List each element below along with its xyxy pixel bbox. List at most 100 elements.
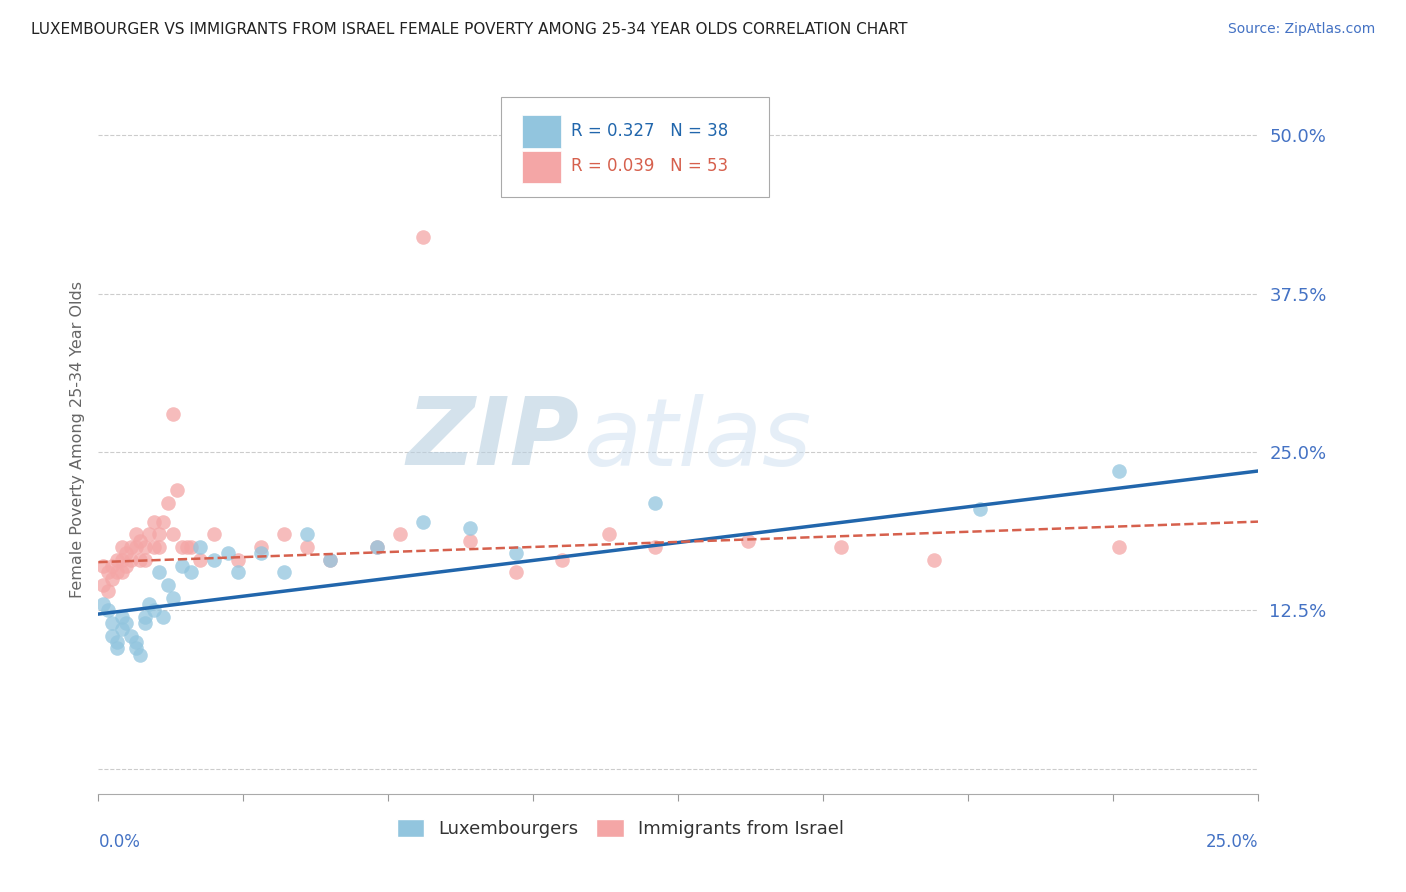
Point: [120, 629, 142, 643]
Legend: Luxembourgers, Immigrants from Israel: Luxembourgers, Immigrants from Israel: [389, 812, 851, 845]
Point: [105, 552, 128, 566]
Point: [250, 540, 273, 554]
Point: [111, 609, 132, 624]
Point: [129, 552, 152, 566]
Text: LUXEMBOURGER VS IMMIGRANTS FROM ISRAEL FEMALE POVERTY AMONG 25-34 YEAR OLDS CORR: LUXEMBOURGER VS IMMIGRANTS FROM ISRAEL F…: [31, 22, 907, 37]
Point: [101, 572, 124, 586]
Point: [458, 521, 481, 535]
Point: [148, 527, 170, 541]
Point: [134, 552, 156, 566]
Point: [101, 629, 124, 643]
Text: Source: ZipAtlas.com: Source: ZipAtlas.com: [1227, 22, 1375, 37]
Point: [143, 603, 166, 617]
Point: [162, 527, 184, 541]
Point: [505, 566, 527, 580]
Text: R = 0.327   N = 38: R = 0.327 N = 38: [571, 122, 728, 140]
Point: [969, 502, 991, 516]
Point: [830, 540, 852, 554]
Point: [412, 229, 434, 244]
Point: [111, 540, 132, 554]
Point: [120, 540, 142, 554]
Point: [366, 540, 388, 554]
Point: [148, 540, 170, 554]
Point: [105, 641, 128, 656]
Point: [138, 597, 160, 611]
Point: [111, 566, 132, 580]
Point: [97, 603, 120, 617]
Point: [644, 495, 666, 509]
Point: [1108, 464, 1130, 478]
Text: 25.0%: 25.0%: [1206, 833, 1258, 851]
Point: [152, 515, 174, 529]
Point: [190, 552, 212, 566]
Point: [166, 483, 188, 497]
Point: [1108, 540, 1130, 554]
Point: [157, 578, 180, 592]
Point: [319, 552, 342, 566]
Text: R = 0.039   N = 53: R = 0.039 N = 53: [571, 157, 728, 176]
Point: [134, 615, 156, 630]
Point: [138, 527, 160, 541]
Point: [120, 552, 142, 566]
Point: [143, 515, 166, 529]
Point: [152, 609, 174, 624]
Point: [505, 546, 527, 560]
Point: [250, 546, 273, 560]
Point: [129, 533, 152, 548]
Point: [226, 552, 249, 566]
FancyBboxPatch shape: [522, 151, 561, 184]
Point: [115, 615, 138, 630]
Point: [273, 566, 295, 580]
Point: [217, 546, 239, 560]
Text: 0.0%: 0.0%: [98, 833, 141, 851]
FancyBboxPatch shape: [522, 115, 561, 148]
Point: [297, 527, 319, 541]
Point: [134, 609, 156, 624]
Point: [105, 566, 128, 580]
Point: [170, 558, 193, 573]
Text: ZIP: ZIP: [406, 393, 579, 485]
Y-axis label: Female Poverty Among 25-34 Year Olds: Female Poverty Among 25-34 Year Olds: [69, 281, 84, 598]
Point: [134, 540, 156, 554]
Point: [180, 540, 202, 554]
Point: [115, 558, 138, 573]
Point: [111, 622, 132, 636]
Point: [124, 540, 146, 554]
Point: [176, 540, 198, 554]
Point: [598, 527, 620, 541]
Point: [180, 566, 202, 580]
Point: [97, 566, 120, 580]
Point: [101, 558, 124, 573]
Point: [226, 566, 249, 580]
Point: [204, 552, 226, 566]
Point: [97, 584, 120, 599]
Point: [124, 641, 146, 656]
Point: [737, 533, 759, 548]
Point: [458, 533, 481, 548]
Point: [91, 597, 114, 611]
Point: [190, 540, 212, 554]
Point: [162, 407, 184, 421]
Point: [273, 527, 295, 541]
Point: [129, 648, 152, 662]
Point: [412, 515, 434, 529]
Point: [388, 527, 412, 541]
Point: [101, 615, 124, 630]
Point: [204, 527, 226, 541]
Point: [644, 540, 666, 554]
Point: [115, 546, 138, 560]
Point: [366, 540, 388, 554]
Point: [124, 527, 146, 541]
Point: [143, 540, 166, 554]
Point: [124, 635, 146, 649]
Point: [922, 552, 945, 566]
Point: [148, 566, 170, 580]
Point: [157, 495, 180, 509]
Point: [162, 591, 184, 605]
Point: [297, 540, 319, 554]
Point: [111, 552, 132, 566]
Point: [170, 540, 193, 554]
FancyBboxPatch shape: [501, 97, 769, 197]
Text: atlas: atlas: [583, 393, 811, 485]
Point: [319, 552, 342, 566]
